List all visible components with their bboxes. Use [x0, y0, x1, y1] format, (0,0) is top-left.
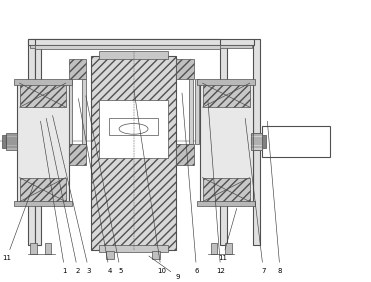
Bar — [176, 59, 194, 79]
Bar — [6, 133, 17, 150]
Bar — [35, 45, 220, 49]
Bar — [82, 79, 86, 144]
Bar — [251, 133, 262, 150]
Bar — [35, 42, 41, 245]
Bar — [109, 118, 158, 135]
Text: 4: 4 — [78, 99, 112, 274]
Bar — [225, 243, 232, 254]
Bar — [30, 243, 37, 254]
Bar — [14, 79, 72, 85]
Bar — [152, 251, 160, 259]
Ellipse shape — [119, 124, 148, 134]
Bar — [253, 133, 262, 150]
Bar — [176, 144, 194, 165]
Bar — [211, 243, 217, 254]
Bar — [220, 42, 227, 245]
Bar — [28, 39, 254, 45]
Bar — [262, 126, 330, 157]
Text: 7: 7 — [245, 118, 266, 274]
Bar — [189, 79, 193, 144]
Bar — [69, 79, 72, 144]
Bar — [99, 245, 168, 252]
Text: 3: 3 — [53, 116, 91, 274]
Bar — [20, 83, 66, 107]
Text: 5: 5 — [86, 96, 123, 274]
Bar — [262, 135, 266, 148]
Bar — [28, 39, 35, 245]
Bar — [35, 39, 220, 45]
Bar — [2, 135, 6, 148]
Text: 1: 1 — [40, 121, 67, 274]
Bar — [99, 51, 168, 59]
Text: 8: 8 — [267, 121, 282, 274]
Bar — [99, 100, 168, 158]
Bar — [195, 79, 199, 144]
Bar — [20, 178, 66, 202]
Bar — [17, 82, 69, 203]
Text: 9: 9 — [149, 256, 180, 280]
Text: 10: 10 — [134, 90, 166, 274]
Text: 2: 2 — [46, 118, 80, 274]
Bar — [203, 178, 250, 202]
Bar — [69, 144, 86, 165]
Bar — [14, 201, 72, 206]
Text: 12: 12 — [208, 102, 225, 274]
Bar — [45, 243, 51, 254]
Bar — [203, 83, 250, 107]
Bar — [200, 82, 253, 203]
Bar — [197, 201, 255, 206]
Bar — [253, 39, 260, 245]
Text: 11: 11 — [2, 183, 34, 261]
Bar — [106, 251, 114, 259]
Bar — [91, 56, 176, 250]
Bar — [197, 79, 255, 85]
Bar — [30, 45, 252, 48]
Bar — [69, 59, 86, 79]
Text: 6: 6 — [182, 93, 199, 274]
Text: 11: 11 — [218, 208, 237, 261]
